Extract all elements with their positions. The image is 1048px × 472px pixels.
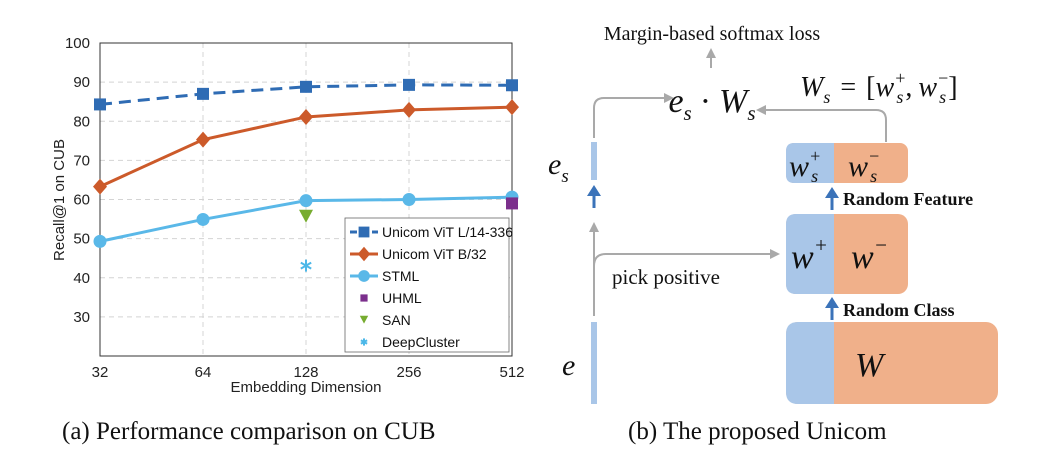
- data-point: [299, 194, 313, 208]
- legend-label: Unicom ViT B/32: [382, 246, 487, 262]
- y-tick-label: 60: [73, 192, 90, 209]
- es-sample-arrowhead: [587, 185, 601, 196]
- e-label: e: [562, 349, 575, 382]
- random-feature-label: Random Feature: [843, 189, 973, 209]
- caption-a: (a) Performance comparison on CUB: [62, 418, 436, 445]
- data-point: [300, 80, 312, 93]
- data-point: [93, 178, 107, 195]
- legend-label: UHML: [382, 290, 422, 306]
- y-tick-label: 80: [73, 113, 90, 130]
- data-point: [197, 87, 209, 100]
- data-point: [93, 234, 107, 248]
- unicom-diagram: Margin-based softmax loss es · Ws Ws = [w+ s,…: [548, 23, 998, 404]
- es-feature-bar: [591, 142, 597, 180]
- data-point: [299, 108, 313, 125]
- ws-definition: Ws = [w+ s, w− s]: [800, 68, 958, 107]
- caption-b: (b) The proposed Unicom: [628, 418, 887, 445]
- w-plus-label: w+: [791, 233, 828, 276]
- data-point: [299, 209, 313, 223]
- e-feature-bar: [591, 322, 597, 404]
- data-point: [196, 212, 210, 226]
- data-point: [402, 101, 416, 118]
- x-tick-label: 512: [499, 364, 524, 381]
- x-tick-label: 128: [293, 364, 318, 381]
- y-tick-label: 50: [73, 231, 90, 248]
- sampled-class-box: [786, 143, 908, 183]
- chart-axes: 30 40 50 60 70 80 90 100 32 64 128 256 512: [65, 35, 525, 381]
- y-tick-label: 100: [65, 35, 90, 52]
- data-point: [506, 79, 518, 92]
- ws-plus-label: w+ s: [789, 146, 821, 186]
- ws-minus-label: w− s: [848, 146, 880, 186]
- x-tick-label: 256: [396, 364, 421, 381]
- x-tick-label: 64: [195, 364, 212, 381]
- y-tick-label: 90: [73, 74, 90, 91]
- legend-label: DeepCluster: [382, 334, 460, 350]
- data-point: [196, 131, 210, 148]
- y-tick-label: 70: [73, 152, 90, 169]
- y-tick-label: 30: [73, 309, 90, 326]
- legend-marker: [360, 294, 368, 302]
- random-class-arrowhead: [825, 297, 839, 308]
- legend-marker: [357, 246, 371, 262]
- product-formula: es · Ws: [668, 83, 755, 125]
- legend-marker: [358, 226, 370, 238]
- loss-label: Margin-based softmax loss: [604, 23, 820, 45]
- ws-to-product-arrow: [756, 105, 887, 142]
- legend-marker: [360, 338, 368, 346]
- w-matrix-label: W: [855, 347, 886, 384]
- data-point: [94, 98, 106, 111]
- legend-marker: [358, 270, 370, 282]
- positive-class-box: [786, 214, 908, 294]
- legend-label: Unicom ViT L/14-336: [382, 224, 513, 240]
- legend-marker: [359, 315, 369, 324]
- w-minus-label: w−: [851, 233, 888, 276]
- pick-positive-label: pick positive: [612, 265, 720, 289]
- data-point: [402, 193, 416, 206]
- y-axis-label: Recall@1 on CUB: [51, 139, 68, 261]
- chart-legend: Unicom ViT L/14-336 Unicom ViT B/32 STML UH…: [344, 217, 513, 353]
- random-feature-arrowhead: [825, 187, 839, 198]
- class-center-box: [786, 322, 998, 404]
- data-point: [506, 197, 518, 210]
- legend-label: STML: [382, 268, 420, 284]
- data-point: [300, 259, 312, 272]
- es-to-product-arrow: [593, 93, 674, 138]
- x-tick-label: 32: [92, 364, 109, 381]
- y-tick-label: 40: [73, 270, 90, 287]
- data-point: [403, 78, 415, 91]
- chart-series: [93, 78, 519, 272]
- x-axis-label: Embedding Dimension: [231, 379, 382, 396]
- random-class-label: Random Class: [843, 300, 955, 320]
- recall-chart: 30 40 50 60 70 80 90 100 32 64 128 256 512 Embedding…: [51, 35, 525, 396]
- data-point: [505, 99, 519, 116]
- pick-positive-arrow: [593, 249, 780, 280]
- es-label: es: [548, 148, 569, 187]
- series-line: [99, 83, 513, 106]
- legend-label: SAN: [382, 312, 411, 328]
